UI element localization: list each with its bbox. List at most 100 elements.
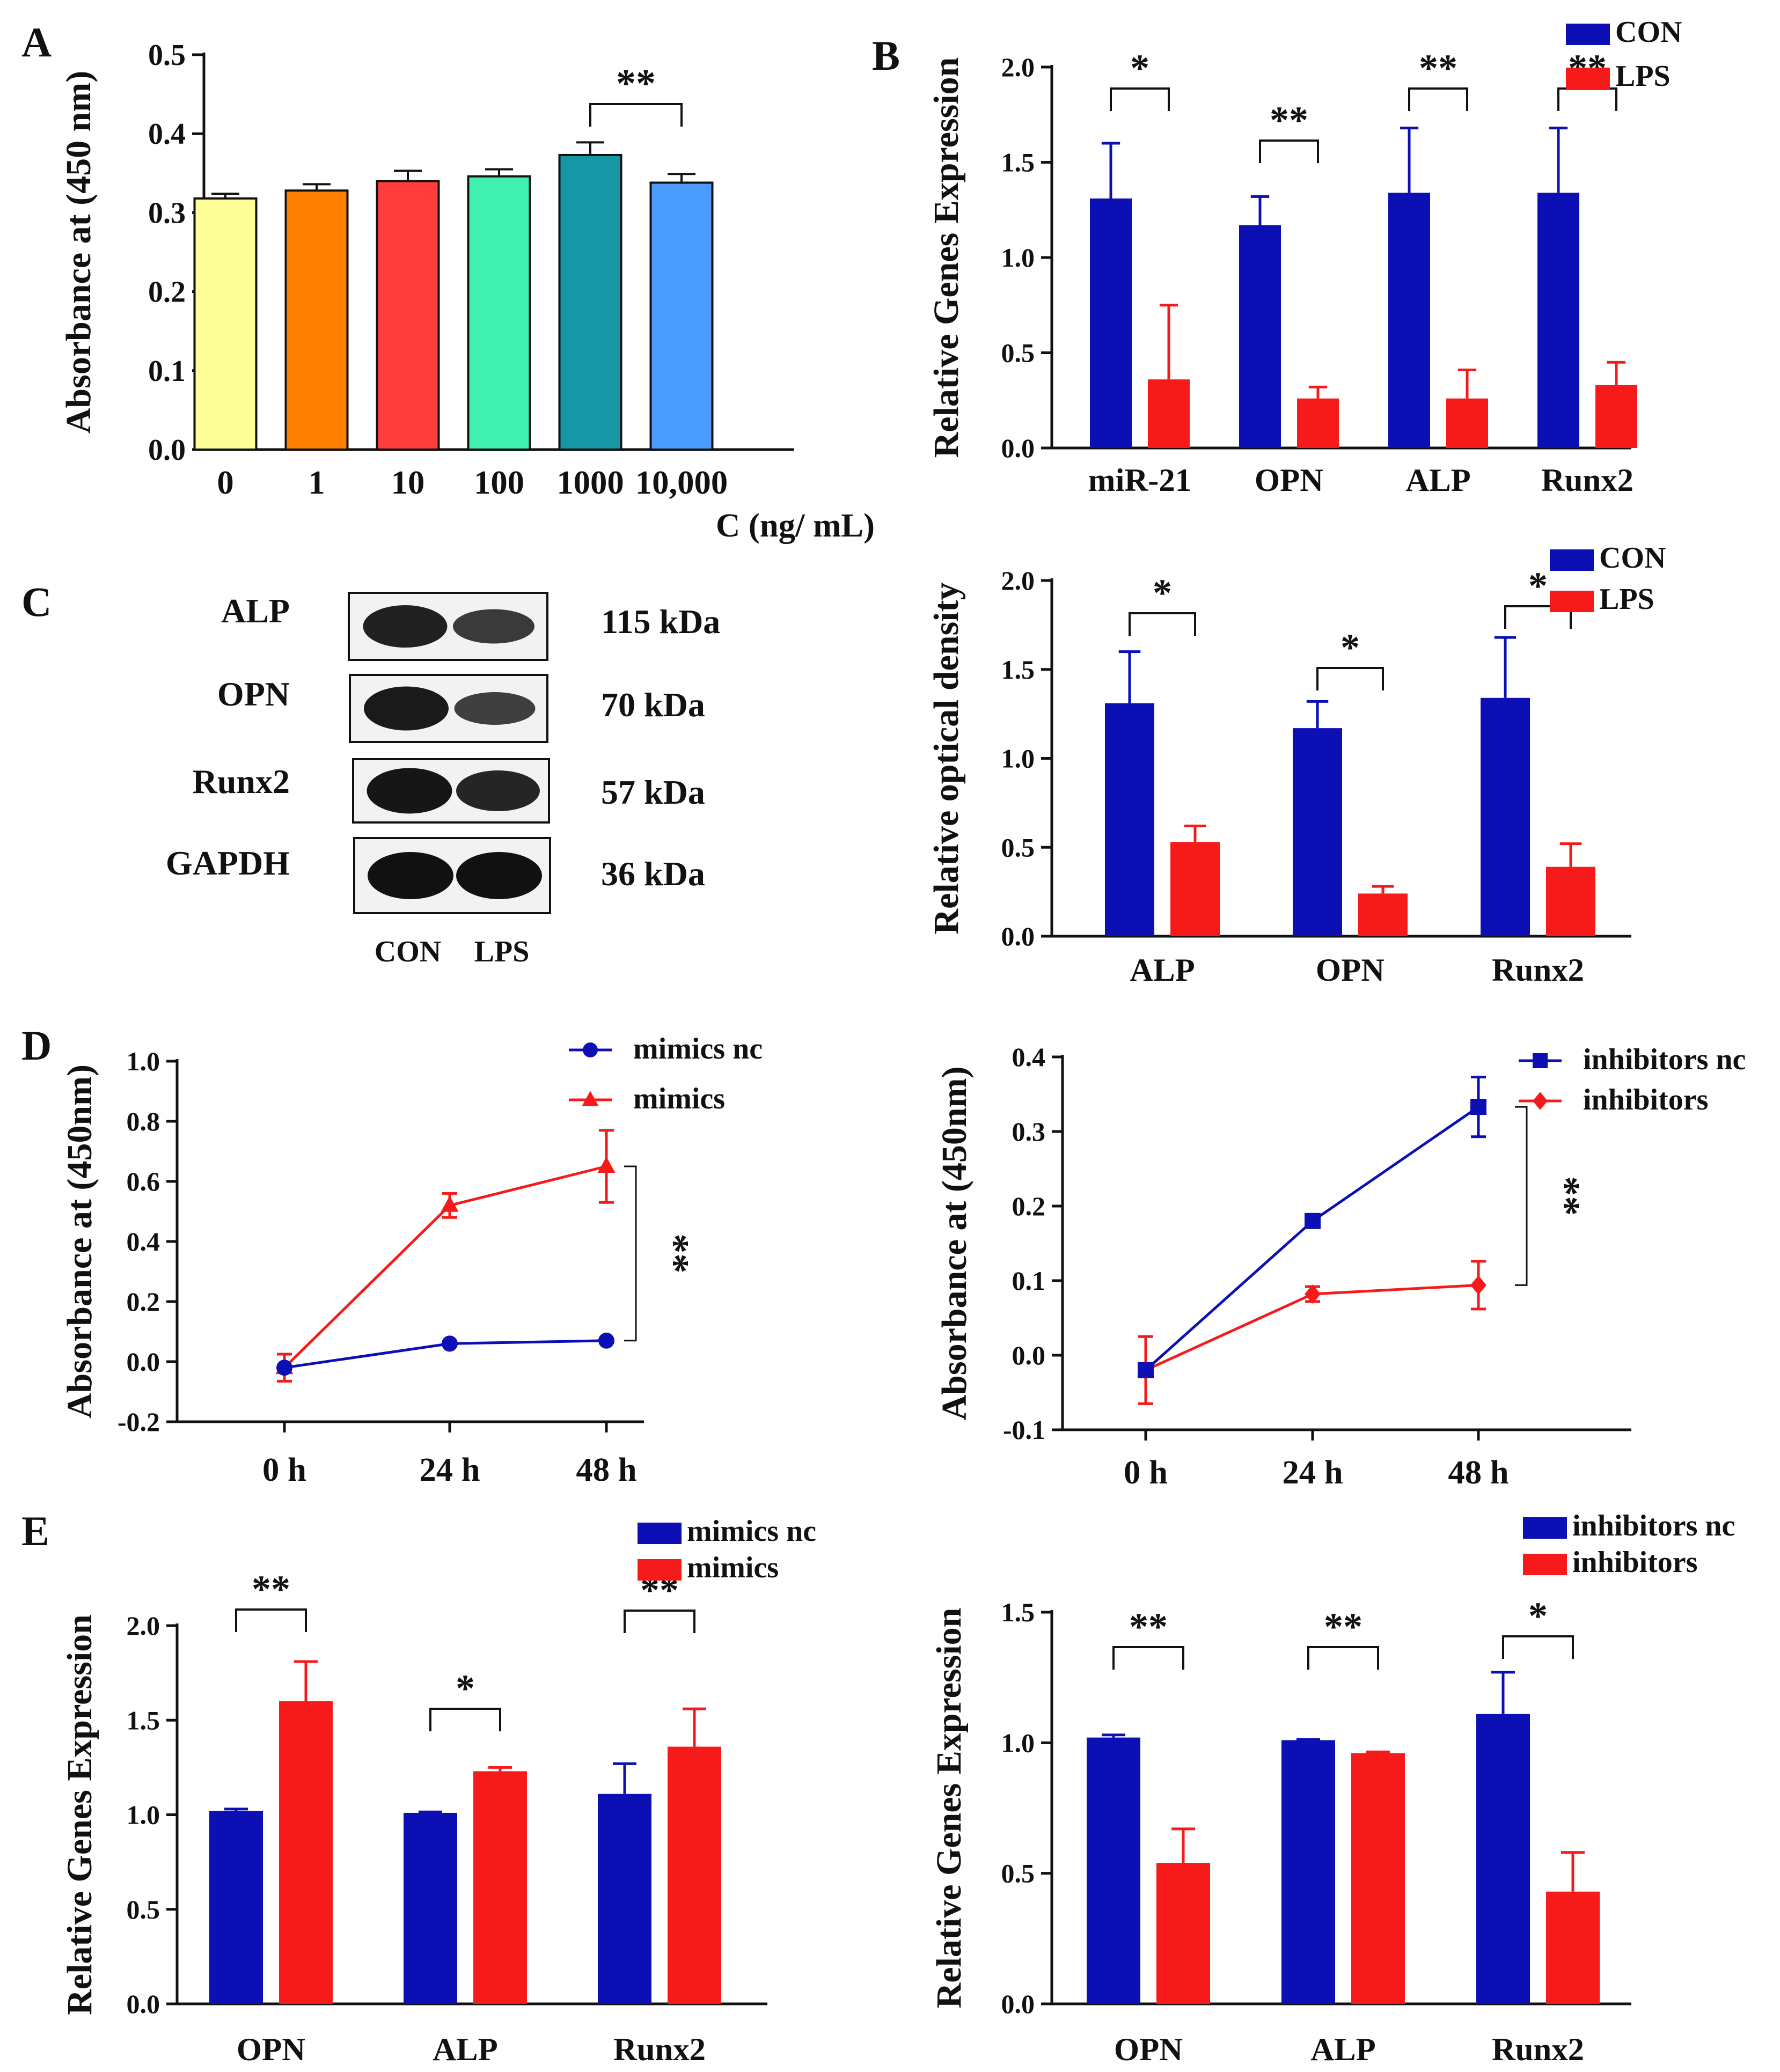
panel-label: B [872,32,900,79]
panel-e-mimics-bar-chart: 0.0 0.5 1.0 1.5 2.0 Relative Genes Expression… [21,1508,816,2068]
bar [558,153,622,451]
data-point [1533,1053,1548,1068]
bar [279,1701,333,2004]
significance-label: ** [1324,1605,1363,1648]
bar [598,1794,651,2004]
data-point [1470,1275,1486,1295]
data-point [598,1332,614,1349]
data-point [442,1335,458,1352]
y-tick-label: 0.1 [148,355,186,388]
x-tick-label: 48 h [576,1451,636,1488]
bar [467,175,531,451]
panel-b-bar-chart: 0.0 0.5 1.0 1.5 2.0 Relative Genes Expression… [872,16,1682,498]
legend-label: inhibitors [1572,1546,1697,1579]
data-point [1533,1092,1548,1110]
significance-bracket [1557,87,1617,111]
western-blot: C ALP 115 kDa OPN 70 kDa Runx2 57 kDa GAPDH 36 … [21,578,720,968]
panel-c-bar-chart: 0.0 0.5 1.0 1.5 2.0 Relative optical density A… [927,541,1666,988]
significance-label: * [1130,47,1149,90]
y-tick-label: 1.5 [1001,1597,1035,1627]
x-tick-label: OPN [1114,2032,1183,2068]
y-tick-label: 0.2 [1012,1191,1046,1221]
y-tick-label: 0.0 [1012,1340,1046,1370]
y-tick-label: 2.0 [127,1611,160,1641]
y-tick-label: 0.5 [1001,832,1035,862]
y-tick-label: 0.2 [148,276,186,309]
significance-bracket [1307,1646,1379,1670]
bar [1481,697,1530,936]
bar [1239,225,1281,448]
y-tick-label: 0.0 [1001,1989,1035,2019]
legend-label: CON [1599,541,1666,575]
blot-lane-label-con: CON [375,935,441,968]
data-point [1138,1362,1154,1378]
y-tick-label: 0.1 [1012,1266,1046,1296]
bar [649,181,714,451]
significance-label: * [1528,1595,1548,1637]
x-tick-label: OPN [1316,952,1385,988]
legend-label: LPS [1615,60,1671,93]
bar [1388,193,1430,448]
y-tick-label: 0.8 [127,1106,160,1136]
bar [1105,703,1154,936]
x-tick-label: 0 h [1124,1453,1168,1491]
y-tick-label: -0.1 [1003,1415,1045,1445]
blot-band-con [363,605,448,648]
panel-a-bar-chart: 0.0 0.1 0.2 0.3 0.4 0.5 Absorbance at (450 nm)… [21,19,875,544]
x-tick-label: Runx2 [1492,952,1584,988]
y-tick-label: 0.4 [148,117,186,151]
legend-swatch [1523,1554,1567,1575]
bar [1090,198,1132,448]
blot-protein-label: GAPDH [166,844,290,882]
significance-bracket [1316,667,1384,690]
y-tick-label: 0.5 [1001,338,1035,368]
legend-swatch [638,1559,682,1581]
blot-band-lps [456,770,540,811]
series-line [1145,1106,1479,1371]
bar [473,1771,527,2004]
x-tick-label: ALP [433,2032,497,2068]
legend-label: mimics [633,1082,725,1115]
y-tick-label: 0.4 [1012,1042,1046,1072]
legend-swatch [1566,68,1610,89]
x-tick-label: OPN [237,2032,305,2068]
y-tick-label: 1.5 [127,1705,160,1735]
significance-label: ** [616,62,656,106]
blot-band-lps [456,852,542,899]
blot-protein-label: ALP [221,592,290,630]
significance-label: * [1528,564,1548,607]
blot-band-con [368,852,453,899]
bar [284,189,349,451]
y-tick-label: 0.2 [127,1287,160,1317]
data-point [1305,1213,1321,1229]
panel-label: E [21,1508,49,1554]
panel-label-c: C [21,578,52,625]
bar [376,180,440,451]
y-tick-label: 1.0 [1001,744,1035,774]
y-tick-label: 0.0 [127,1989,160,2019]
blot-kda-label: 36 kDa [601,855,705,893]
y-axis-title: Relative Genes Expression [929,1608,969,2009]
bar [1156,1863,1210,2004]
y-tick-label: 1.0 [127,1800,160,1830]
blot-band-con [364,686,449,731]
data-point [276,1360,292,1376]
y-axis-title: Absorbance at (450nm) [60,1064,99,1419]
bar [1595,385,1637,448]
legend-label: inhibitors nc [1572,1509,1735,1542]
legend-label: inhibitors [1583,1083,1708,1116]
significance-bracket [1110,87,1170,111]
data-point [597,1157,616,1173]
x-tick-label: 0 [217,464,233,501]
blot-kda-label: 70 kDa [601,686,705,724]
data-point [441,1195,459,1212]
x-tick-label: 1000 [556,464,624,501]
significance-bracket [1259,139,1319,163]
significance-bracket [589,103,683,127]
significance-label: ** [1543,1176,1587,1216]
panel-d-mimics-line-chart: -0.2 0.0 0.2 0.4 0.6 0.8 1.0 Absorbance at (450… [21,1022,763,1488]
significance-bracket [429,1708,501,1731]
significance-bracket [1502,1635,1574,1659]
blot-kda-label: 115 kDa [601,603,720,641]
